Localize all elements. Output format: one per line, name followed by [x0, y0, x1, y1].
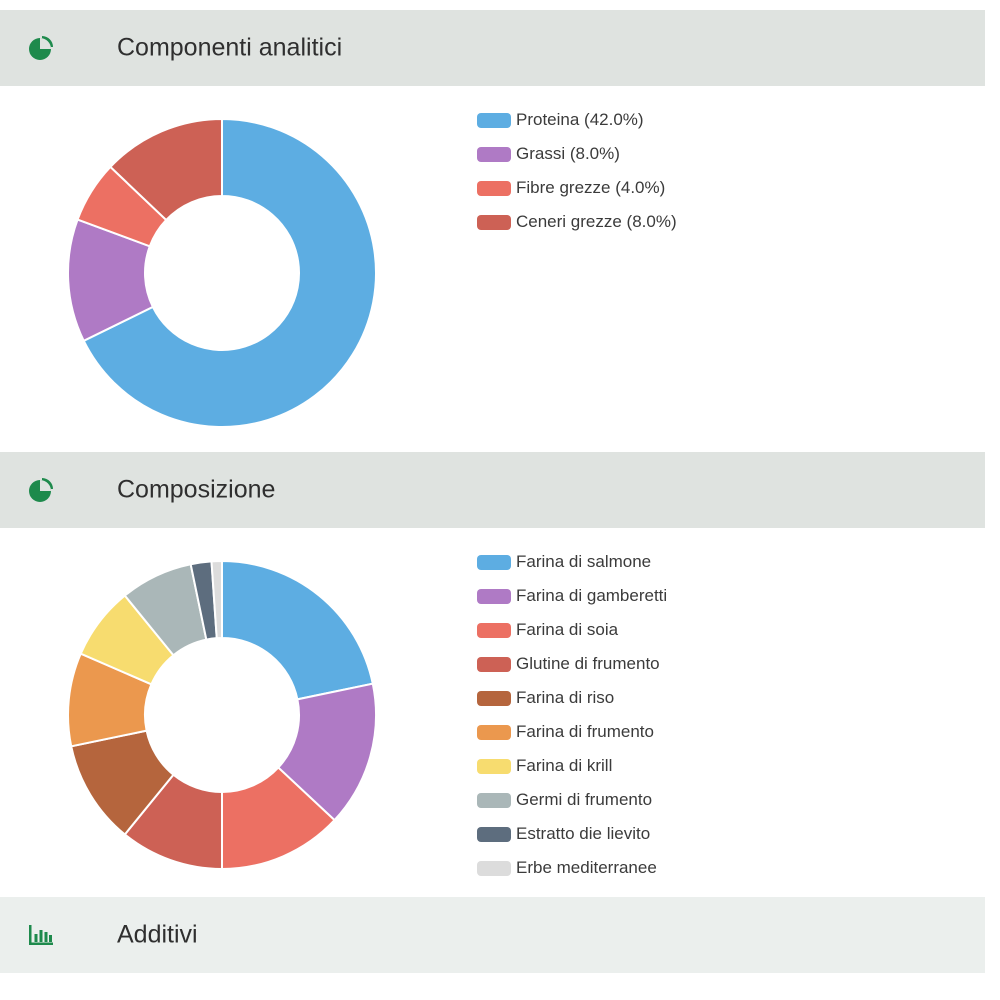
- legend-label: Proteina (42.0%): [516, 110, 644, 129]
- donut-slice[interactable]: [221, 559, 374, 701]
- section-header-additivi[interactable]: Additivi: [0, 897, 985, 973]
- legend-item[interactable]: Estratto die lievito: [477, 817, 667, 851]
- donut-slice[interactable]: [82, 117, 377, 428]
- donut-slice[interactable]: [108, 117, 223, 222]
- legend-label: Estratto die lievito: [516, 824, 651, 843]
- legend-item[interactable]: Farina di krill: [477, 749, 667, 783]
- legend-label: Erbe mediterranee: [516, 858, 657, 877]
- legend-item[interactable]: Grassi (8.0%): [477, 137, 677, 171]
- legend-item[interactable]: Farina di gamberetti: [477, 579, 667, 613]
- section-title: Additivi: [117, 920, 198, 949]
- legend-swatch: [477, 656, 511, 672]
- legend-item[interactable]: Farina di salmone: [477, 545, 667, 579]
- legend-item[interactable]: Farina di frumento: [477, 715, 667, 749]
- legend-composizione: Farina di salmone Farina di gamberetti Far…: [477, 545, 667, 885]
- legend-swatch: [477, 758, 511, 774]
- legend-label: Farina di krill: [516, 756, 613, 775]
- legend-swatch: [477, 724, 511, 740]
- legend-label: Farina di soia: [516, 620, 619, 639]
- donut-chart-composizione: [67, 559, 377, 871]
- legend-item[interactable]: Glutine di frumento: [477, 647, 667, 681]
- legend-item[interactable]: Erbe mediterranee: [477, 851, 667, 885]
- donut-chart-componenti: [67, 117, 377, 428]
- legend-swatch: [477, 214, 511, 230]
- legend-swatch: [477, 690, 511, 706]
- legend-label: Farina di gamberetti: [516, 586, 668, 605]
- legend-label: Glutine di frumento: [516, 654, 660, 673]
- pie-chart-icon: [29, 478, 53, 502]
- legend-swatch: [477, 792, 511, 808]
- legend-label: Farina di salmone: [516, 552, 652, 571]
- legend-item[interactable]: Fibre grezze (4.0%): [477, 171, 677, 205]
- legend-swatch: [477, 112, 511, 128]
- legend-label: Fibre grezze (4.0%): [516, 178, 666, 197]
- legend-swatch: [477, 588, 511, 604]
- legend-label: Ceneri grezze (8.0%): [516, 212, 677, 231]
- legend-label: Farina di frumento: [516, 722, 654, 741]
- section-title: Composizione: [117, 475, 276, 504]
- section-header-componenti[interactable]: Componenti analitici: [0, 10, 985, 86]
- pie-chart-icon: [29, 36, 53, 60]
- legend-label: Grassi (8.0%): [516, 144, 620, 163]
- legend-item[interactable]: Farina di riso: [477, 681, 667, 715]
- legend-label: Germi di frumento: [516, 790, 653, 809]
- legend-componenti: Proteina (42.0%) Grassi (8.0%) Fibre grezz…: [477, 103, 677, 239]
- legend-swatch: [477, 554, 511, 570]
- legend-label: Farina di riso: [516, 688, 615, 707]
- legend-item[interactable]: Proteina (42.0%): [477, 103, 677, 137]
- legend-swatch: [477, 826, 511, 842]
- donut-slice[interactable]: [210, 559, 223, 640]
- legend-swatch: [477, 860, 511, 876]
- legend-swatch: [477, 622, 511, 638]
- legend-swatch: [477, 146, 511, 162]
- legend-item[interactable]: Germi di frumento: [477, 783, 667, 817]
- legend-item[interactable]: Farina di soia: [477, 613, 667, 647]
- section-title: Componenti analitici: [117, 33, 343, 62]
- bar-chart-icon: [29, 925, 53, 945]
- legend-item[interactable]: Ceneri grezze (8.0%): [477, 205, 677, 239]
- section-header-composizione[interactable]: Composizione: [0, 452, 985, 528]
- legend-swatch: [477, 180, 511, 196]
